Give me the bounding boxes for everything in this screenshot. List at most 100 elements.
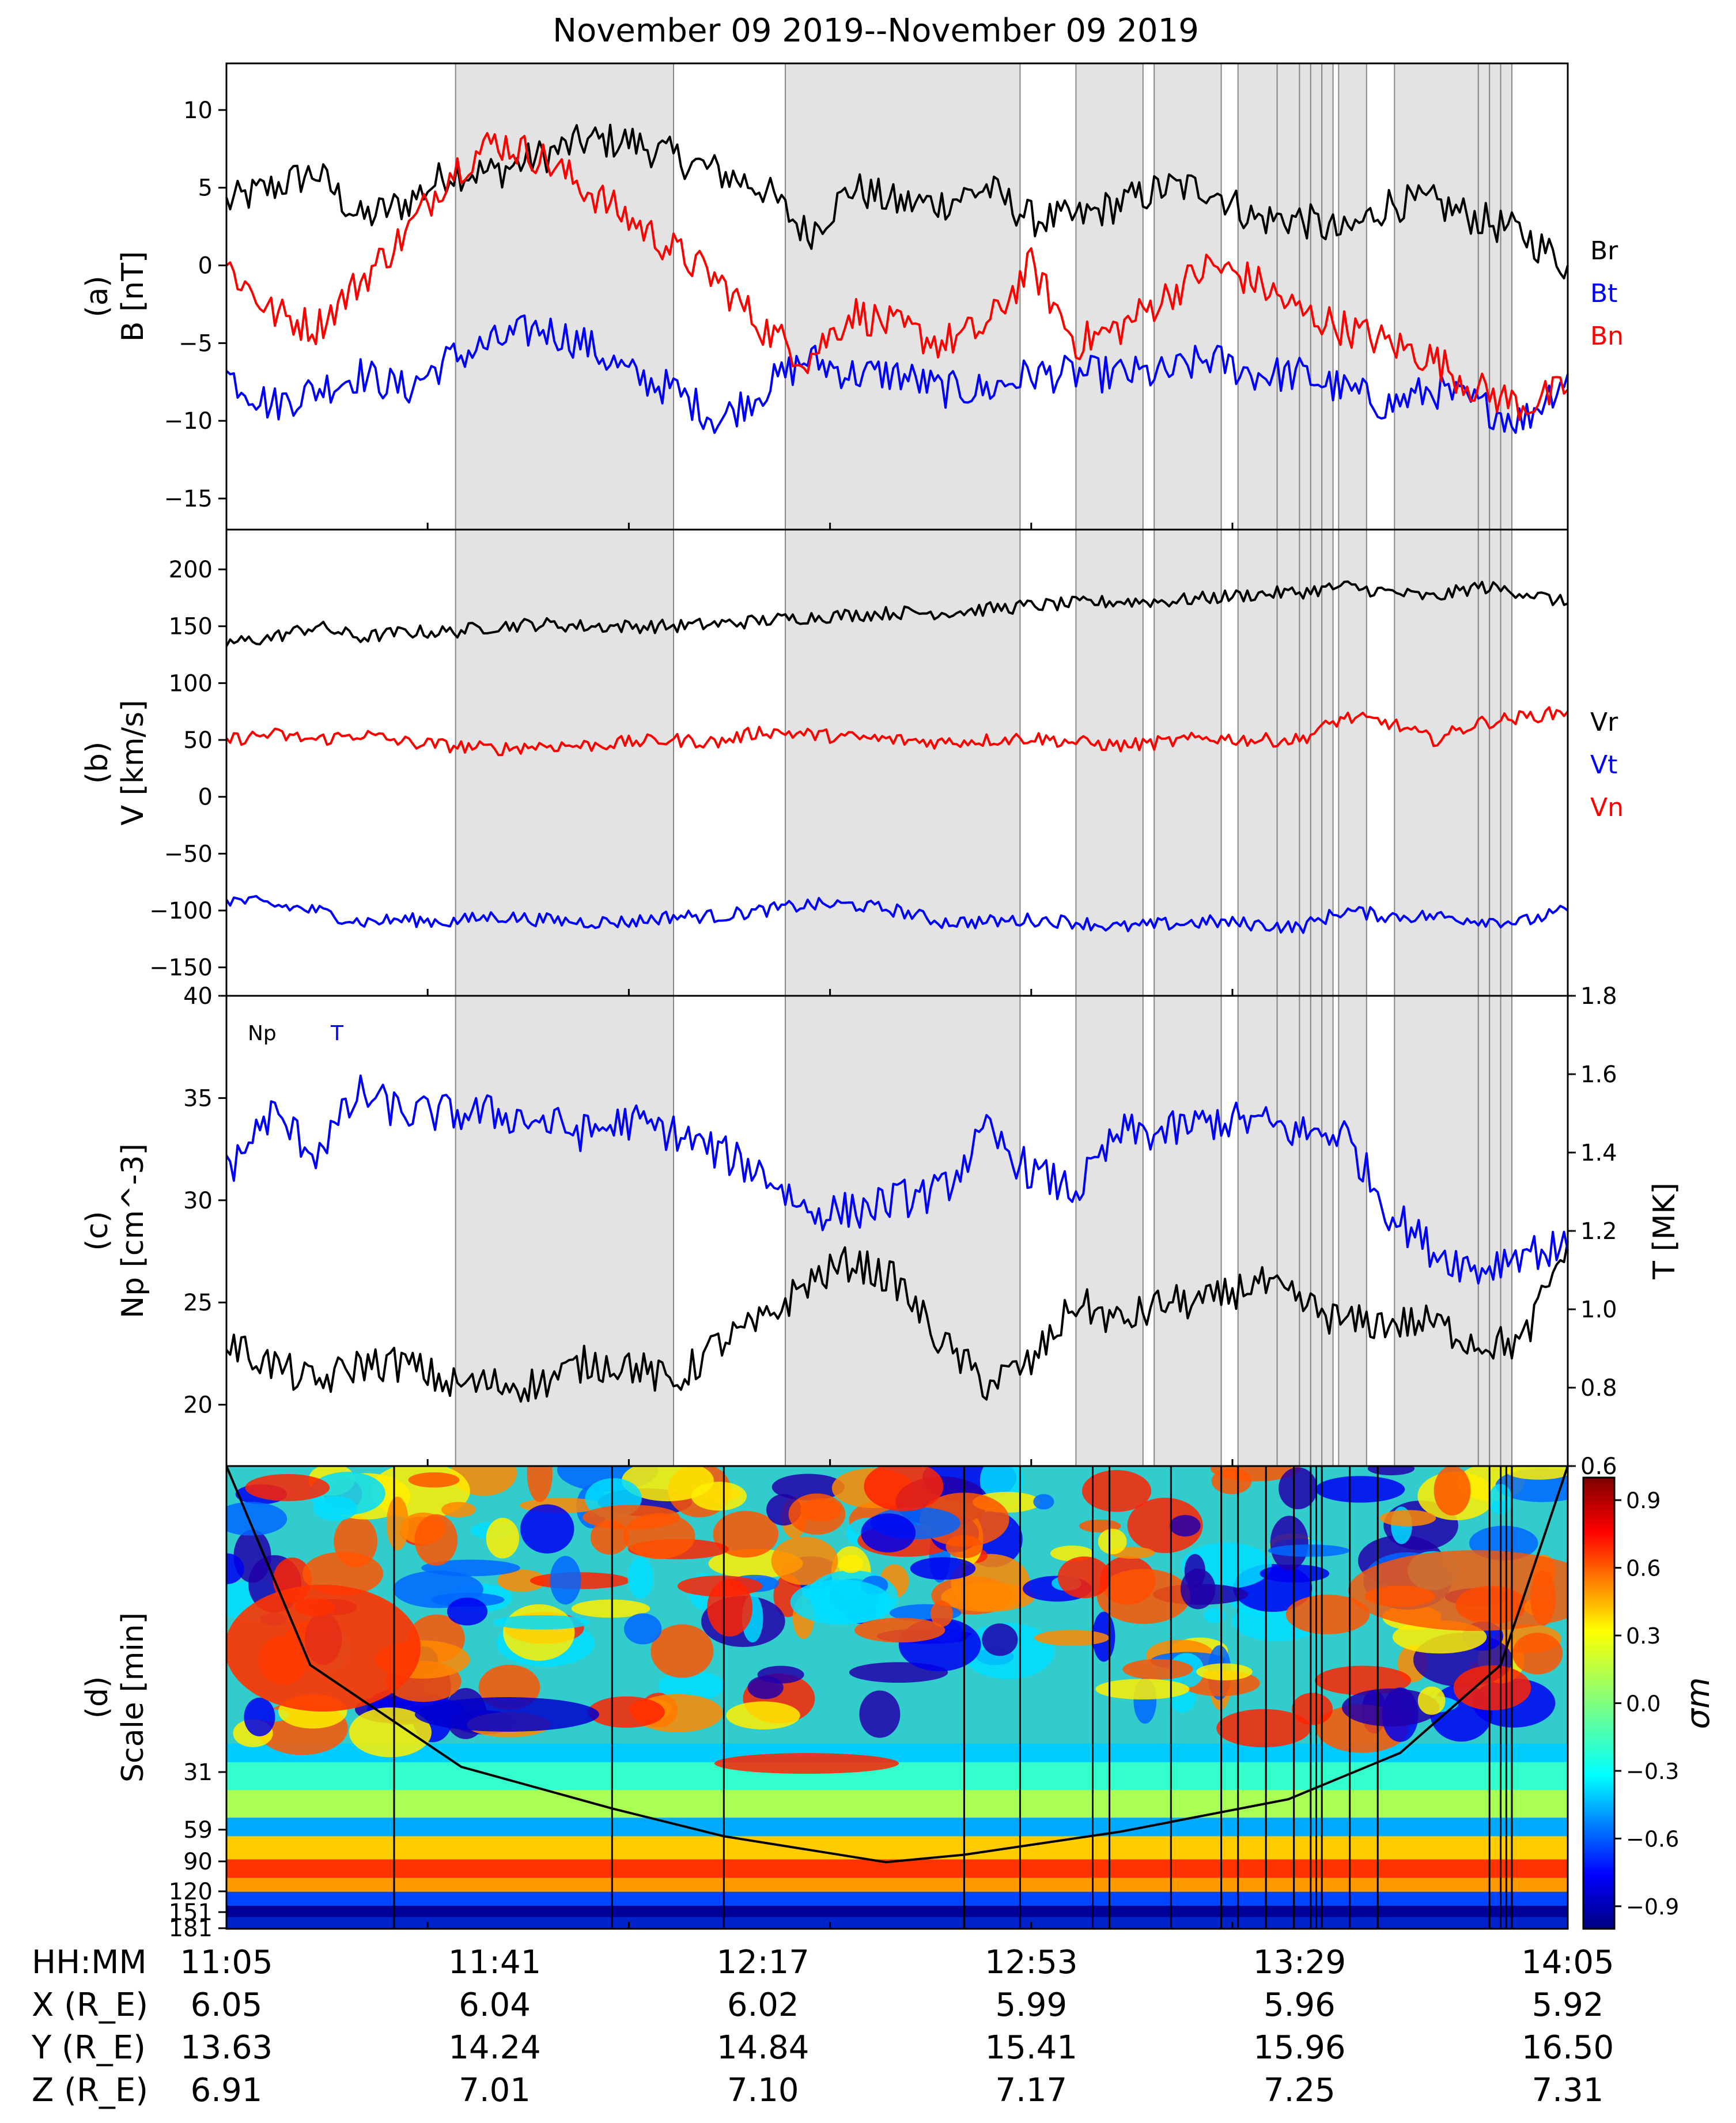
heatmap-band [226, 1859, 1568, 1878]
series-bn-line [225, 132, 1569, 421]
shaded-interval [1500, 530, 1512, 996]
x-axis-table: HH:MM 11:05 11:41 12:17 12:53 13:29 14:05 X (R_… [31, 1944, 1614, 2109]
heatmap-blob [1096, 1569, 1191, 1624]
heatmap-blob [747, 1676, 784, 1699]
heatmap-blob [1512, 1633, 1563, 1675]
heatmap-blob [527, 1466, 553, 1502]
heatmap-blob [550, 1555, 581, 1605]
colorbar-tick-label: 0.0 [1626, 1691, 1661, 1717]
shaded-interval [1277, 996, 1300, 1466]
heatmap-blob [1034, 1630, 1110, 1646]
panel-b-velocity: 200 150 100 50 0 −50 −100 −150 (b)V [km/s] Vr Vt Vn [80, 528, 1624, 997]
y-tick-label-right: 0.6 [1580, 1453, 1617, 1480]
y-tick-label-right: 1.2 [1580, 1218, 1617, 1245]
figure-title: November 09 2019--November 09 2019 [553, 12, 1199, 50]
heatmap-blob [1268, 1544, 1350, 1557]
y-tick-label: 59 [183, 1817, 213, 1844]
heatmap-blob [349, 1707, 432, 1758]
heatmap-blob [1285, 1595, 1370, 1634]
heatmap-blob [650, 1624, 714, 1678]
x-row-value: 16.50 [1522, 2029, 1614, 2067]
heatmap-blob [441, 1502, 476, 1518]
shaded-interval [1394, 530, 1478, 996]
x-row-value: 7.17 [995, 2072, 1067, 2109]
heatmap-blob [864, 1466, 944, 1512]
y-tick-label-right: 1.4 [1580, 1140, 1617, 1166]
heatmap-blob [1095, 1679, 1190, 1700]
legend-t: T [330, 1022, 344, 1045]
heatmap-blob [1379, 1510, 1436, 1527]
y-axis-label: (a)B [nT] [80, 251, 150, 342]
x-row-label: Y (R_E) [31, 2029, 146, 2067]
heatmap-blob [982, 1623, 1018, 1656]
shaded-interval [785, 530, 1020, 996]
colorbar-tick-label: 0.9 [1626, 1488, 1661, 1513]
heatmap-blob [854, 1618, 945, 1643]
heatmap-field [226, 1466, 1568, 1929]
y-tick-label: 120 [169, 1879, 213, 1905]
heatmap-blob [1170, 1514, 1201, 1537]
y-axis-label-line: (c) [80, 1211, 115, 1251]
y-axis-label-line: Np [cm^-3] [116, 1143, 150, 1319]
y-tick-label: −150 [149, 955, 213, 981]
shaded-interval [1478, 63, 1490, 530]
series-br-line [225, 123, 1569, 279]
heatmap-blob [714, 1753, 899, 1774]
x-row-value: 13.63 [180, 2029, 273, 2067]
shaded-interval [1322, 63, 1333, 530]
cone-of-influence [226, 1466, 1568, 1864]
y-axis-label-line: (a) [80, 275, 115, 317]
x-row-value: 11:05 [180, 1944, 273, 1981]
heatmap-blob [1417, 1686, 1446, 1715]
shaded-interval [1500, 63, 1512, 530]
heatmap-blob [520, 1504, 574, 1554]
y-tick-label: −15 [164, 486, 213, 512]
heatmap-blob [790, 1579, 892, 1625]
heatmap-blob [447, 1597, 488, 1626]
y-tick-label: 40 [183, 983, 213, 1010]
x-row-value: 6.04 [459, 1986, 531, 2024]
heatmap-blob [590, 1520, 630, 1555]
shaded-interval [1322, 530, 1333, 996]
heatmap-blob [503, 1604, 575, 1661]
y-tick-label: 10 [183, 97, 213, 124]
heatmap-blob [497, 1569, 546, 1592]
y-axis-label-line: Scale [min] [116, 1612, 150, 1782]
colorbar-tick-label: 0.3 [1626, 1623, 1661, 1649]
y-tick-label: 0 [198, 253, 213, 279]
x-row-value: 5.96 [1264, 1986, 1336, 2024]
shaded-interval [1076, 63, 1143, 530]
colorbar-tick-label: −0.3 [1626, 1759, 1679, 1784]
x-row-value: 5.92 [1532, 1986, 1604, 2024]
shaded-interval [1338, 530, 1367, 996]
x-row-value: 12:17 [717, 1944, 810, 1981]
colorbar: 0.9 0.6 0.3 0.0 −0.3 −0.6 −0.9 σm [1582, 1476, 1717, 1930]
x-row-value: 13:29 [1253, 1944, 1346, 1981]
shaded-interval [1238, 63, 1277, 530]
shaded-interval [1310, 996, 1322, 1466]
heatmap-blob [771, 1536, 838, 1585]
y-axis-label-line: B [nT] [116, 251, 150, 342]
shaded-interval [1154, 996, 1221, 1466]
heatmap-blob [1315, 1665, 1412, 1695]
heatmap-blob [1342, 1688, 1440, 1727]
heatmap-blob [621, 1466, 714, 1502]
heatmap-blob [726, 1701, 800, 1730]
heatmap-blob [771, 1474, 845, 1501]
x-row-value: 7.31 [1532, 2072, 1604, 2109]
heatmap-blob [571, 1599, 650, 1618]
heatmap-band [226, 1905, 1568, 1917]
shaded-interval [1299, 530, 1311, 996]
heatmap-blob [588, 1696, 665, 1728]
shaded-interval [1489, 996, 1501, 1466]
y-tick-label-right: 0.8 [1580, 1375, 1617, 1402]
heatmap-blob [1211, 1468, 1252, 1494]
heatmap-blob [1270, 1516, 1308, 1571]
x-row-value: 7.01 [459, 2072, 531, 2109]
series-vt-line [225, 895, 1569, 934]
heatmap-blob [1367, 1466, 1415, 1476]
legend-np: Np [248, 1022, 277, 1045]
panel-a-magnetic-field: 10 5 0 −5 −10 −15 (a)B [nT] Br Bt Bn [80, 62, 1624, 531]
